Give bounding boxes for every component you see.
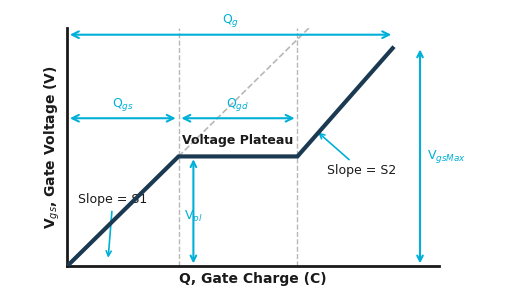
Text: Q$_{g}$: Q$_{g}$ [222,12,239,29]
Text: Slope = S2: Slope = S2 [319,134,396,177]
Text: Q$_{gs}$: Q$_{gs}$ [112,96,134,114]
Text: Slope = S1: Slope = S1 [78,193,148,256]
Y-axis label: V$_{gs}$, Gate Voltage (V): V$_{gs}$, Gate Voltage (V) [42,65,61,229]
Text: Q$_{gd}$: Q$_{gd}$ [227,96,250,114]
Text: V$_{pl}$: V$_{pl}$ [184,208,203,225]
Text: V$_{gsMax}$: V$_{gsMax}$ [427,148,466,165]
X-axis label: Q, Gate Charge (C): Q, Gate Charge (C) [179,272,327,286]
Text: Voltage Plateau: Voltage Plateau [182,134,294,147]
